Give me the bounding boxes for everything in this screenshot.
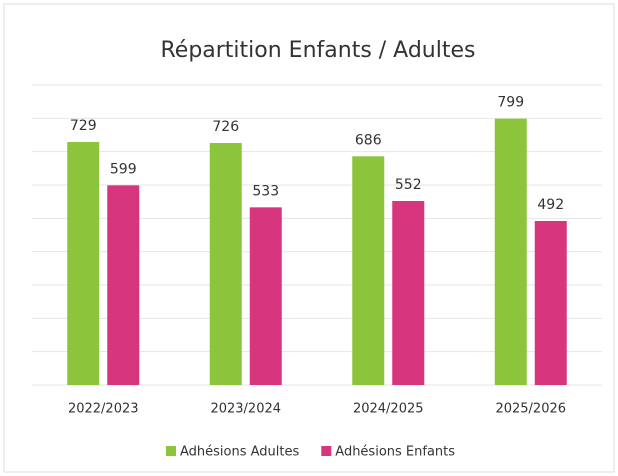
chart-title: Répartition Enfants / Adultes <box>160 38 475 63</box>
bar <box>392 201 425 385</box>
bar <box>352 156 385 385</box>
bar <box>534 221 567 385</box>
x-tick-label: 2024/2025 <box>353 402 424 417</box>
data-label: 729 <box>70 118 97 134</box>
legend-label: Adhésions Enfants <box>335 445 455 460</box>
data-label: 492 <box>537 197 564 213</box>
data-label: 552 <box>395 177 422 193</box>
x-tick-label: 2022/2023 <box>68 402 139 417</box>
bar <box>67 142 100 385</box>
data-label: 533 <box>252 183 279 199</box>
data-label: 686 <box>355 132 382 148</box>
bar <box>107 185 140 385</box>
data-label: 726 <box>212 119 239 135</box>
legend-label: Adhésions Adultes <box>180 445 299 460</box>
legend-swatch <box>166 446 176 456</box>
bar <box>249 207 282 385</box>
x-tick-label: 2023/2024 <box>210 402 281 417</box>
data-label: 799 <box>497 95 524 111</box>
legend-swatch <box>321 446 332 456</box>
x-tick-label: 2025/2026 <box>495 402 566 417</box>
data-label: 599 <box>110 161 137 177</box>
bar <box>209 143 242 385</box>
bar <box>494 118 527 386</box>
